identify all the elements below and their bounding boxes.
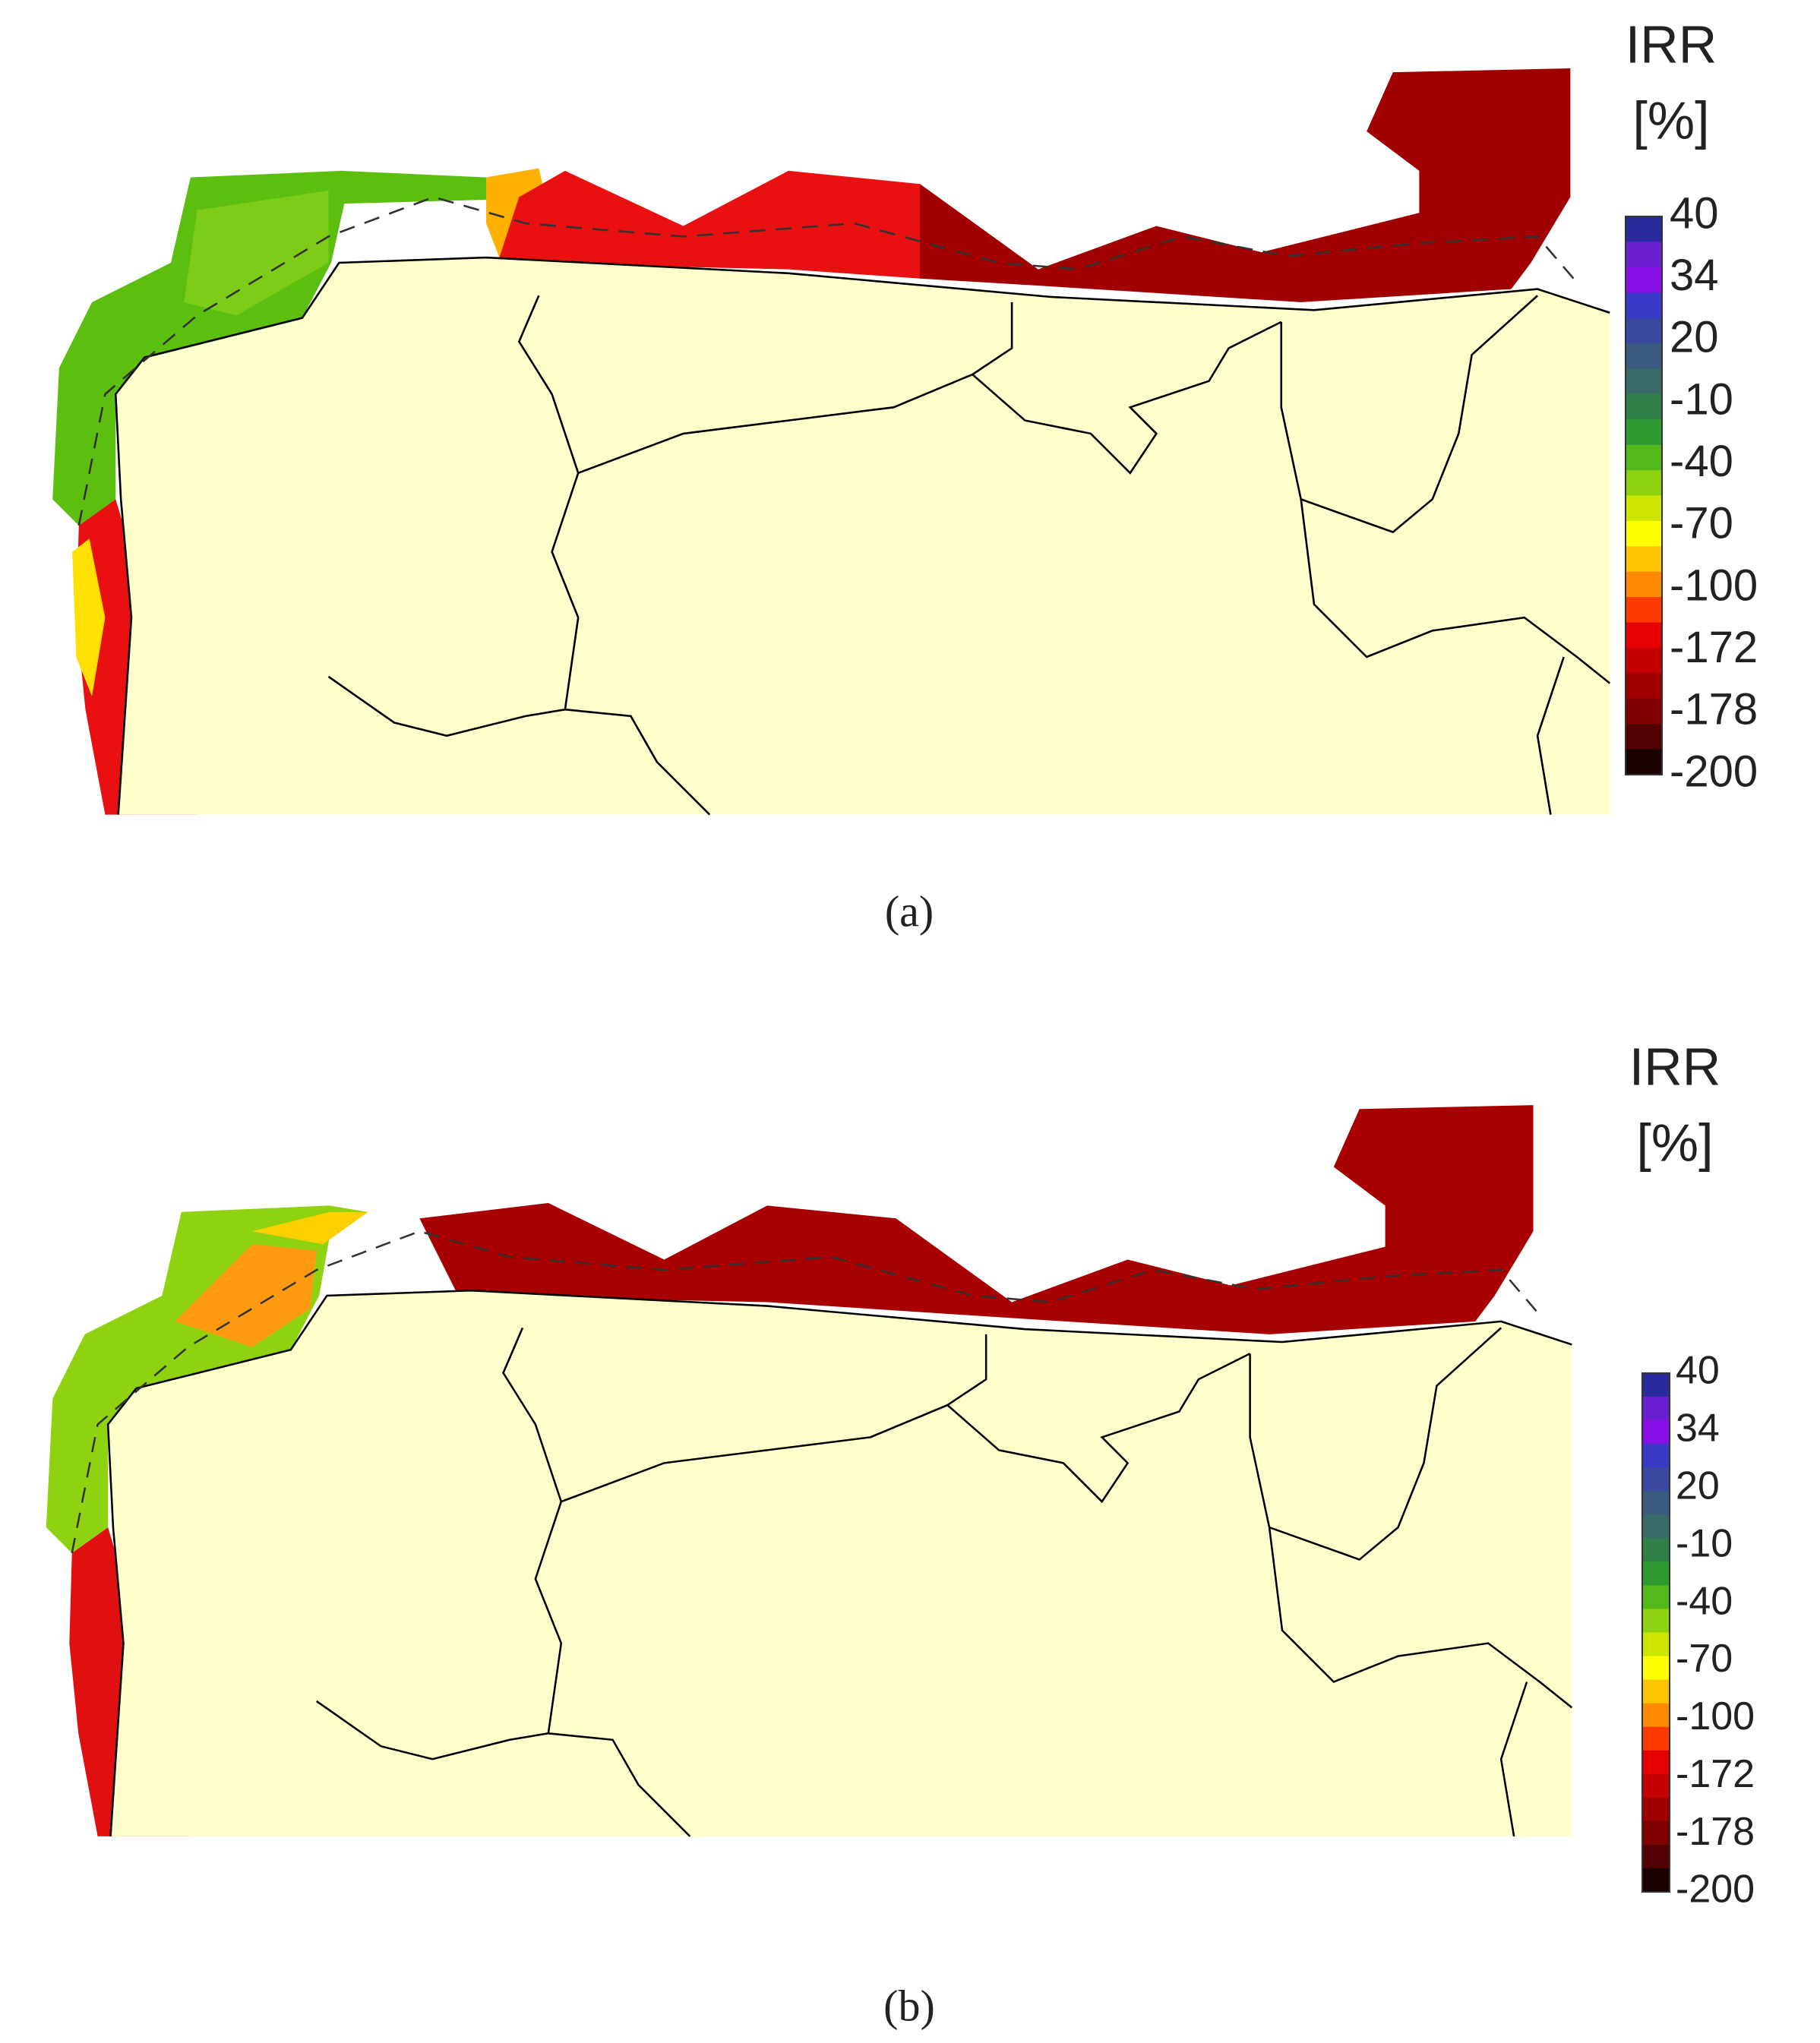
colorbar-band (1642, 1491, 1670, 1515)
colorbar-band (1626, 216, 1662, 242)
colorbar-label: 34 (1676, 1407, 1720, 1451)
colorbar-band (1626, 419, 1662, 446)
colorbar-label: 40 (1676, 1349, 1720, 1393)
legend-unit: [%] (1636, 1113, 1713, 1172)
colorbar-label: -70 (1670, 499, 1733, 548)
colorbar-band (1642, 1609, 1670, 1633)
colorbar-label: 34 (1670, 251, 1719, 300)
colorbar-band (1642, 1420, 1670, 1445)
colorbar-frame (1625, 216, 1663, 775)
colorbar-band (1626, 622, 1662, 649)
caption: (a) (885, 886, 934, 936)
legend-title: IRR (1626, 14, 1717, 74)
colorbar-band (1626, 546, 1662, 573)
colorbar-frame (1641, 1372, 1670, 1893)
colorbar-band (1626, 647, 1662, 674)
map-a (52, 68, 1611, 816)
colorbar-band (1626, 597, 1662, 624)
colorbar-band (1626, 470, 1662, 496)
colorbar-band (1642, 1820, 1670, 1846)
colorbar-label: -178 (1676, 1810, 1755, 1854)
colorbar-band (1642, 1632, 1670, 1657)
colorbar-band (1626, 444, 1662, 471)
colorbar-band (1626, 520, 1662, 547)
colorbar-label: -10 (1670, 374, 1733, 424)
map-b (46, 1105, 1573, 1838)
colorbar-band (1642, 1773, 1670, 1798)
colorbar-band (1626, 571, 1662, 598)
colorbar-band (1642, 1561, 1670, 1586)
colorbar-label: 20 (1670, 313, 1719, 362)
colorbar-band (1626, 698, 1662, 725)
colorbar-label: -70 (1676, 1637, 1733, 1681)
colorbar-band (1642, 1467, 1670, 1492)
colorbar-band (1642, 1868, 1670, 1893)
colorbar-band (1642, 1656, 1670, 1681)
colorbar-band (1642, 1373, 1670, 1397)
colorbar-band (1626, 368, 1662, 395)
colorbar-label: -200 (1676, 1868, 1755, 1912)
colorbar-band (1626, 673, 1662, 699)
colorbar-band (1626, 242, 1662, 268)
colorbar-band (1642, 1844, 1670, 1869)
colorbar-band (1626, 749, 1662, 775)
colorbar-band (1626, 267, 1662, 293)
colorbar-band (1626, 495, 1662, 522)
colorbar-label: -200 (1670, 747, 1758, 796)
colorbar-label: -178 (1670, 685, 1758, 734)
colorbar-band (1626, 292, 1662, 319)
colorbar-band (1626, 724, 1662, 750)
colorbar-label: -172 (1676, 1752, 1755, 1796)
colorbar-label: -40 (1676, 1579, 1733, 1623)
colorbar-band (1642, 1397, 1670, 1421)
legend-title: IRR (1629, 1037, 1721, 1096)
colorbar-label: -10 (1676, 1521, 1733, 1565)
colorbar-label: -40 (1670, 437, 1733, 486)
colorbar-band (1642, 1726, 1670, 1751)
colorbar-band (1626, 393, 1662, 420)
colorbar-band (1642, 1679, 1670, 1704)
colorbar-label: 40 (1670, 188, 1719, 238)
colorbar-band (1642, 1444, 1670, 1468)
colorbar-band (1642, 1703, 1670, 1728)
colorbar-label: -100 (1676, 1694, 1755, 1738)
colorbar-label: -100 (1670, 560, 1758, 610)
colorbar-label: -172 (1670, 623, 1758, 672)
caption: (b) (883, 1981, 935, 2030)
colorbar-band (1626, 343, 1662, 369)
colorbar-band (1642, 1797, 1670, 1822)
colorbar-band (1626, 317, 1662, 344)
colorbar-band (1642, 1750, 1670, 1775)
colorbar-band (1642, 1538, 1670, 1562)
legend-unit: [%] (1632, 90, 1709, 150)
colorbar-band (1642, 1514, 1670, 1539)
colorbar-band (1642, 1585, 1670, 1609)
colorbar-label: 20 (1676, 1464, 1720, 1508)
